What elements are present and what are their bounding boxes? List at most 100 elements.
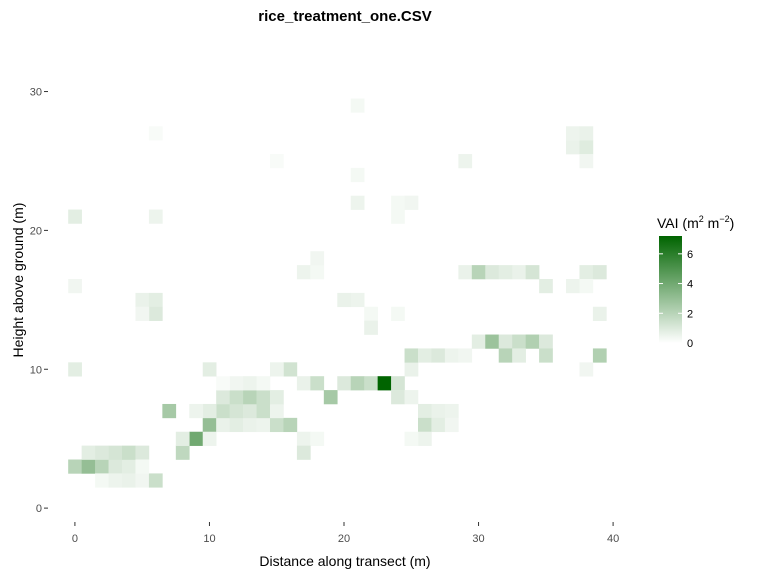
legend-tick-label: 0 [687, 338, 693, 350]
heatmap-cell [418, 417, 432, 433]
heatmap-cell [592, 306, 607, 321]
y-axis-label: Height above ground (m) [10, 203, 26, 358]
heatmap-cell [458, 154, 473, 169]
heatmap-cell [525, 334, 540, 349]
heatmap-cell [579, 154, 594, 169]
heatmap-cell [310, 251, 325, 266]
heatmap-cell [485, 334, 500, 349]
x-tick-label: 20 [338, 533, 350, 545]
heatmap-cell [135, 459, 150, 474]
heatmap-cell [148, 292, 163, 308]
heatmap-cell [391, 376, 405, 391]
heatmap-cell [216, 417, 230, 433]
y-tick-label: 20 [30, 225, 42, 237]
x-tick-label: 40 [607, 533, 619, 545]
heatmap-cell [256, 403, 271, 419]
heatmap-cell [431, 417, 446, 433]
heatmap-cell [579, 126, 594, 141]
heatmap-cell [364, 306, 378, 321]
legend-tick-label: 4 [687, 279, 693, 291]
heatmap-cell [444, 403, 459, 419]
heatmap-cell [350, 376, 365, 391]
heatmap-cell [296, 376, 311, 391]
heatmap-cell [404, 348, 419, 363]
heatmap-cell [108, 459, 123, 474]
heatmap-cell [471, 265, 486, 280]
heatmap-cell [391, 390, 405, 405]
heatmap-cell [68, 459, 82, 474]
heatmap-cell [512, 348, 526, 363]
heatmap-cell [431, 348, 446, 363]
heatmap-cell [458, 265, 473, 280]
heatmap-cell [81, 445, 96, 460]
x-axis: 0 10 20 30 40 [72, 522, 619, 545]
heatmap-cell [579, 279, 594, 294]
x-tick-label: 0 [72, 533, 78, 545]
heatmap-cell [364, 376, 378, 391]
y-tick-label: 30 [30, 87, 42, 99]
heatmap-cell [525, 265, 540, 280]
heatmap-cell [296, 445, 311, 460]
heatmap-cell [216, 390, 230, 405]
heatmap-cell [270, 154, 284, 169]
heatmap-cell [202, 417, 217, 433]
heatmap-cell [350, 195, 365, 210]
y-axis: 0 10 20 30 [30, 87, 48, 515]
heatmap-cell [431, 403, 446, 419]
heatmap-cell [444, 348, 459, 363]
heatmap-cell [216, 376, 230, 391]
x-axis-label: Distance along transect (m) [259, 553, 430, 569]
heatmap-cell [68, 279, 82, 294]
heatmap-cell [148, 473, 163, 488]
heatmap-cell [68, 362, 82, 377]
legend-tick-label: 2 [687, 308, 693, 320]
heatmap-cell [337, 376, 352, 391]
heatmap-cell [256, 390, 271, 405]
heatmap-cell [296, 431, 311, 446]
heatmap-cell [229, 403, 244, 419]
heatmap-cell [471, 334, 486, 349]
heatmap-cell [256, 417, 271, 433]
heatmap-cell [148, 306, 163, 321]
x-tick-label: 10 [203, 533, 215, 545]
heatmap-cell [310, 376, 325, 391]
heatmap-cell [270, 417, 284, 433]
heatmap-cell [229, 390, 244, 405]
heatmap-cell [256, 376, 271, 391]
heatmap-cell [485, 265, 500, 280]
heatmap-cell [135, 306, 150, 321]
heatmap-cell [135, 473, 150, 488]
heatmap-cell [418, 403, 432, 419]
heatmap-cell [283, 417, 298, 433]
heatmap-cell [122, 459, 136, 474]
heatmap-cell [229, 376, 244, 391]
heatmap-cell [498, 348, 513, 363]
heatmap-cell [566, 279, 580, 294]
heatmap-cell [579, 265, 594, 280]
heatmap-cell [162, 403, 177, 419]
heatmap-cell [68, 209, 82, 224]
heatmap-cell [418, 431, 432, 446]
heatmap-cell [148, 126, 163, 141]
heatmap-cell [216, 403, 230, 419]
heatmap-cell [512, 334, 526, 349]
heatmap-cell [592, 265, 607, 280]
heatmap-cell [350, 292, 365, 308]
heatmap-cell [310, 265, 325, 280]
heatmap-cell [391, 195, 405, 210]
heatmap-cell [81, 459, 96, 474]
heatmap-cell [539, 279, 553, 294]
heatmap-cell [202, 403, 217, 419]
heatmap-cell [566, 126, 580, 141]
heatmap-cell [95, 445, 109, 460]
heatmap-cell [296, 265, 311, 280]
heatmap-cell [95, 459, 109, 474]
legend-colorbar [659, 236, 682, 343]
legend-tick-label: 6 [687, 249, 693, 261]
heatmap-cell [310, 431, 325, 446]
heatmap-cell [592, 348, 607, 363]
heatmap-cell [243, 403, 257, 419]
heatmap-cell [350, 98, 365, 113]
heatmap-cell [418, 348, 432, 363]
heatmap-cell [404, 390, 419, 405]
